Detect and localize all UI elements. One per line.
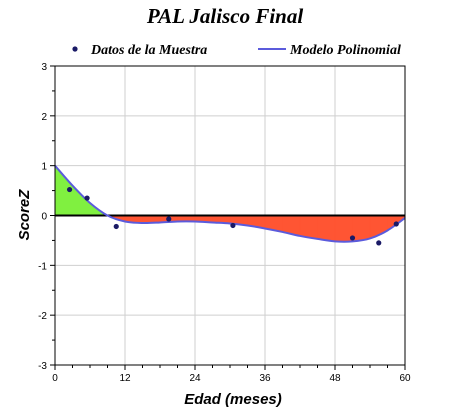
legend: Datos de la Muestra Modelo Polinomial: [72, 43, 401, 58]
x-tick-label: 60: [399, 373, 411, 384]
area-fills: [54, 165, 406, 242]
chart-title: PAL Jalisco Final: [146, 4, 304, 28]
y-axis-label: ScoreZ: [16, 189, 33, 241]
data-point: [376, 240, 382, 246]
y-tick-label: -3: [38, 361, 47, 372]
y-tick-label: 2: [41, 112, 47, 123]
x-axis-label: Edad (meses): [184, 391, 282, 408]
y-tick-label: -1: [38, 261, 47, 272]
x-tick-label: 12: [119, 373, 131, 384]
area-fill-negative: [317, 215, 336, 242]
data-point: [66, 186, 73, 193]
x-tick-label: 24: [189, 373, 201, 384]
area-fill-negative: [352, 215, 371, 242]
area-fill-negative: [334, 215, 353, 242]
area-fill-negative: [299, 215, 318, 240]
y-tick-label: 1: [41, 162, 47, 173]
data-point: [166, 216, 172, 222]
x-tick-label: 0: [52, 373, 58, 384]
y-tick-label: 3: [41, 62, 47, 73]
data-point: [230, 222, 236, 229]
x-tick-label: 48: [329, 373, 341, 384]
data-points: [66, 186, 399, 246]
data-point: [84, 195, 90, 201]
data-point: [393, 221, 399, 227]
legend-label-sample: Datos de la Muestra: [90, 43, 207, 58]
legend-marker-sample: [72, 46, 78, 52]
data-point: [113, 223, 119, 230]
model-curve: [54, 165, 406, 243]
y-tick-label: -2: [38, 311, 47, 322]
data-point: [349, 235, 356, 241]
legend-label-model: Modelo Polinomial: [289, 43, 401, 58]
y-tick-label: 0: [41, 212, 47, 223]
x-tick-label: 36: [259, 373, 271, 384]
